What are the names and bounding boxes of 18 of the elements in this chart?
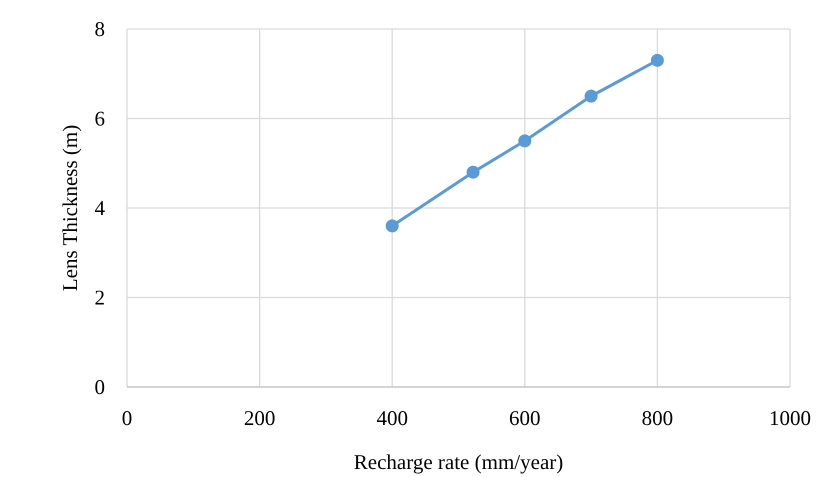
point [466,166,480,179]
y-tick-label: 2 [94,286,105,310]
point [518,134,532,148]
x-tick-label: 600 [509,406,541,430]
point [386,219,399,232]
x-tick-label: 1000 [769,406,811,430]
x-tick-label: 200 [244,406,276,430]
x-tick-label: 800 [642,406,674,430]
x-tick-label: 400 [376,406,408,430]
y-tick-label: 0 [94,375,105,399]
y-tick-label: 6 [94,106,105,130]
y-tick-label: 8 [94,17,105,41]
y-axis-title: Lens Thickness (m) [58,124,82,292]
x-axis-title: Recharge rate (mm/year) [354,450,564,474]
point [584,90,598,103]
x-tick-label: 0 [122,406,132,430]
point [650,54,664,67]
y-tick-label: 4 [94,196,106,220]
